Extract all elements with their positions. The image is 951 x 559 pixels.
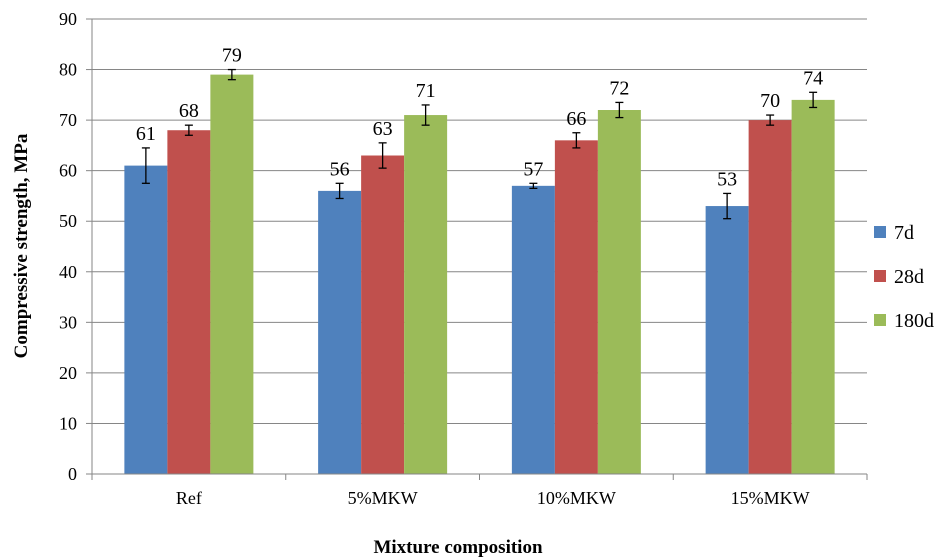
bar: [705, 206, 749, 475]
bar: [361, 155, 405, 474]
y-tick-label: 90: [59, 9, 77, 29]
data-label: 70: [760, 90, 780, 112]
data-label: 71: [416, 80, 436, 102]
bars: [124, 74, 835, 475]
bar: [318, 190, 362, 474]
data-label: 56: [330, 158, 350, 180]
x-tick-label: 5%MKW: [348, 488, 418, 508]
y-tick-label: 50: [59, 211, 77, 231]
bar: [511, 185, 555, 475]
y-tick-label: 10: [59, 413, 77, 433]
legend-label: 180d: [894, 310, 934, 332]
data-label: 66: [566, 108, 586, 130]
data-label: 57: [523, 158, 543, 180]
y-tick-label: 70: [59, 110, 77, 130]
axes: [86, 18, 868, 480]
data-label: 72: [609, 77, 629, 99]
data-label: 68: [179, 100, 199, 122]
legend-swatch: [874, 314, 886, 326]
legend: 7d 28d 180d: [874, 222, 934, 332]
x-tick-label: 10%MKW: [537, 488, 616, 508]
x-axis-title: Mixture composition: [373, 537, 542, 558]
y-tick-label: 0: [68, 464, 77, 484]
x-tick-labels: Ref 5%MKW 10%MKW 15%MKW: [176, 488, 810, 508]
legend-swatch: [874, 226, 886, 238]
bar: [124, 165, 168, 474]
x-tick-label: 15%MKW: [731, 488, 810, 508]
data-labels: 61 68 79 56 63 71 57 66 72 53 70 74: [136, 45, 823, 191]
legend-label: 28d: [894, 266, 924, 288]
bar: [167, 130, 211, 474]
y-tick-label: 20: [59, 363, 77, 383]
y-tick-label: 80: [59, 60, 77, 80]
y-tick-label: 30: [59, 312, 77, 332]
error-bars: [141, 68, 818, 220]
bar: [791, 99, 835, 474]
y-tick-label: 40: [59, 262, 77, 282]
data-label: 53: [717, 168, 737, 190]
data-label: 74: [803, 67, 823, 89]
y-tick-label: 60: [59, 161, 77, 181]
bar: [597, 110, 641, 474]
bar: [748, 120, 792, 474]
bar: [554, 140, 598, 475]
bar: [210, 74, 254, 474]
legend-swatch: [874, 270, 886, 282]
y-axis-title: Compressive strength, MPa: [11, 133, 32, 358]
legend-label: 7d: [894, 222, 914, 244]
data-label: 79: [222, 45, 242, 67]
y-tick-labels: 0 10 20 30 40 50 60 70 80 90: [59, 9, 77, 484]
x-tick-label: Ref: [176, 488, 202, 508]
data-label: 63: [373, 118, 393, 140]
data-label: 61: [136, 123, 156, 145]
bar: [404, 115, 448, 475]
